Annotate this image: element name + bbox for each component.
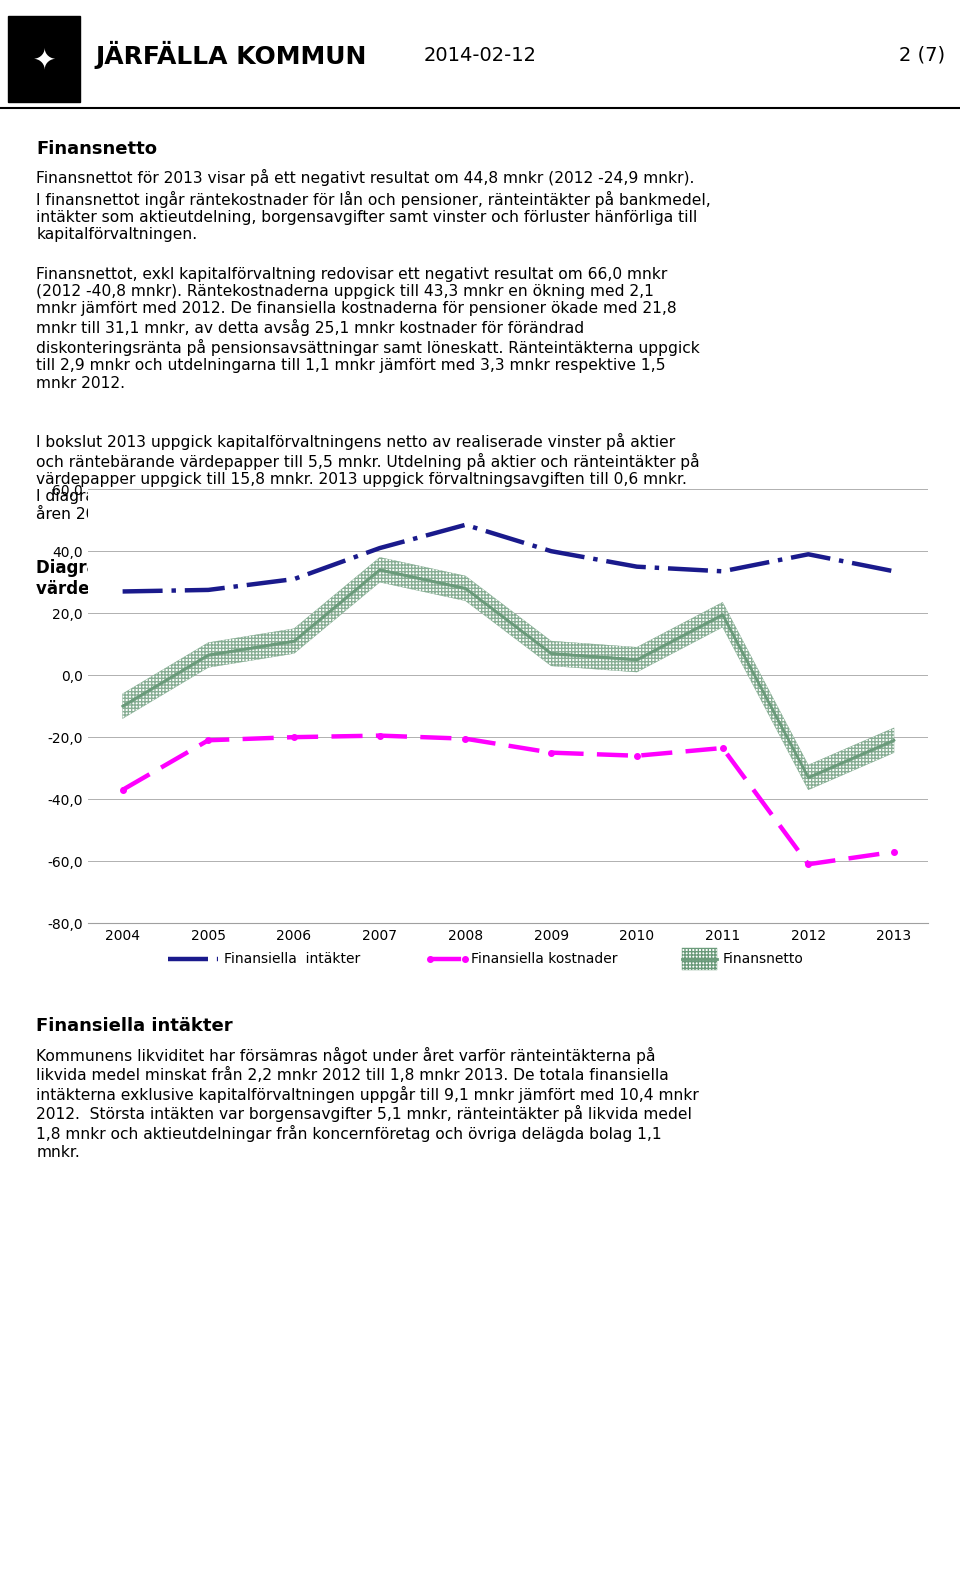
- Text: I finansnettot ingår räntekostnader för lån och pensioner, ränteintäkter på bank: I finansnettot ingår räntekostnader för …: [36, 191, 711, 243]
- Bar: [8, 16, 80, 103]
- Text: Finansiella intäkter: Finansiella intäkter: [36, 1018, 233, 1035]
- Text: JÄRFÄLLA KOMMUN: JÄRFÄLLA KOMMUN: [95, 41, 367, 69]
- Text: Finansnettot för 2013 visar på ett negativt resultat om 44,8 mnkr (2012 -24,9 mn: Finansnettot för 2013 visar på ett negat…: [36, 169, 695, 186]
- Text: Finansiella  intäkter: Finansiella intäkter: [224, 952, 360, 966]
- Text: I bokslut 2013 uppgick kapitalförvaltningens netto av realiserade vinster på akt: I bokslut 2013 uppgick kapitalförvaltnin…: [36, 432, 708, 522]
- Text: Finansiella kostnader: Finansiella kostnader: [471, 952, 617, 966]
- Text: Kommunens likviditet har försämras något under året varför ränteintäkterna på
li: Kommunens likviditet har försämras något…: [36, 1048, 699, 1160]
- Text: Diagram Finansiella intäkter och kostnaders utveckling 2004 – 2013, exkl
värdere: Diagram Finansiella intäkter och kostnad…: [36, 559, 724, 598]
- Text: Finansnetto: Finansnetto: [36, 140, 157, 158]
- Text: ✦: ✦: [33, 46, 56, 74]
- Text: Finansnetto: Finansnetto: [723, 952, 804, 966]
- Text: 2 (7): 2 (7): [899, 46, 945, 65]
- Text: 2014-02-12: 2014-02-12: [423, 46, 537, 65]
- Text: Finansnettot, exkl kapitalförvaltning redovisar ett negativt resultat om 66,0 mn: Finansnettot, exkl kapitalförvaltning re…: [36, 267, 700, 391]
